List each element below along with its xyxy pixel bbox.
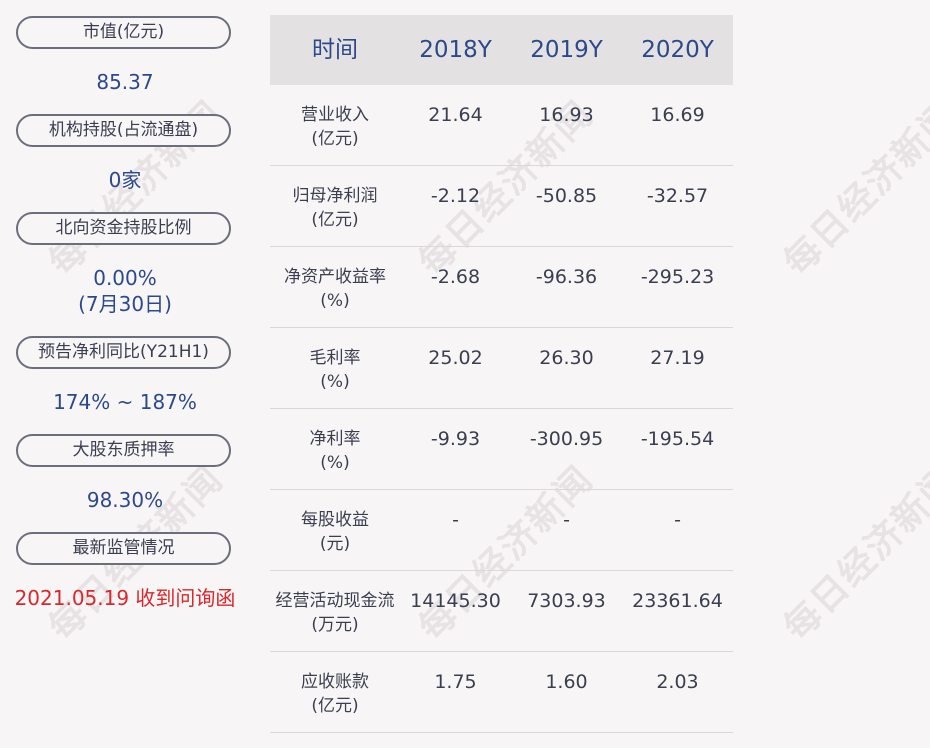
row-label: 应收账款 (亿元) bbox=[270, 670, 400, 718]
table-cell: 2.03 bbox=[656, 671, 699, 693]
header-year-2018: 2018Y bbox=[419, 37, 492, 63]
table-cell: -195.54 bbox=[640, 428, 715, 450]
metric-value-line: 98.30% bbox=[86, 488, 164, 512]
header-year-2019: 2019Y bbox=[530, 37, 603, 63]
table-row: 应收账款 (亿元) 1.75 1.60 2.03 bbox=[270, 652, 733, 733]
table-cell: -295.23 bbox=[640, 266, 715, 288]
table-cell: -2.68 bbox=[430, 266, 481, 288]
financial-table: 时间 2018Y 2019Y 2020Y 营业收入 (亿元) 21.64 16.… bbox=[270, 15, 733, 733]
row-label-name: 净资产收益率 bbox=[284, 267, 386, 287]
row-label-unit: (%) bbox=[320, 453, 350, 473]
table-cell: -2.12 bbox=[430, 185, 481, 207]
table-cell: 26.30 bbox=[539, 347, 594, 369]
row-label: 每股收益 (元) bbox=[270, 508, 400, 556]
profit-forecast-value: 174% ~ 187% bbox=[0, 389, 250, 415]
row-label: 归母净利润 (亿元) bbox=[270, 184, 400, 232]
pledge-ratio-label: 大股东质押率 bbox=[16, 434, 231, 467]
table-row: 每股收益 (元) - - - bbox=[270, 490, 733, 571]
metric-value-line: 174% ~ 187% bbox=[53, 390, 197, 414]
table-cell: -50.85 bbox=[535, 185, 598, 207]
regulatory-status-value: 2021.05.19 收到问询函 bbox=[0, 585, 250, 611]
table-cell: - bbox=[563, 509, 570, 531]
northbound-holding-label: 北向资金持股比例 bbox=[16, 212, 231, 245]
table-cell: - bbox=[674, 509, 681, 531]
metric-value-line: 0家 bbox=[108, 168, 142, 192]
row-label: 营业收入 (亿元) bbox=[270, 103, 400, 151]
row-label: 净资产收益率 (%) bbox=[270, 265, 400, 313]
table-cell: -300.95 bbox=[529, 428, 604, 450]
row-label-unit: (%) bbox=[320, 372, 350, 392]
regulatory-status-label: 最新监管情况 bbox=[16, 532, 231, 565]
table-header: 时间 2018Y 2019Y 2020Y bbox=[270, 15, 733, 85]
table-row: 归母净利润 (亿元) -2.12 -50.85 -32.57 bbox=[270, 166, 733, 247]
row-label-unit: (亿元) bbox=[311, 210, 359, 230]
profit-forecast-label: 预告净利同比(Y21H1) bbox=[16, 336, 231, 369]
metric-value-line: 2021.05.19 收到问询函 bbox=[14, 586, 236, 610]
institutional-holding-value: 0家 bbox=[0, 167, 250, 193]
table-cell: - bbox=[452, 509, 459, 531]
row-label-name: 应收账款 bbox=[301, 672, 369, 692]
metric-value-line: 0.00% bbox=[93, 266, 157, 290]
table-row: 营业收入 (亿元) 21.64 16.93 16.69 bbox=[270, 85, 733, 166]
watermark-text: 每日经济新闻 bbox=[776, 458, 930, 649]
table-row: 毛利率 (%) 25.02 26.30 27.19 bbox=[270, 328, 733, 409]
table-cell: -32.57 bbox=[646, 185, 709, 207]
row-label-name: 净利率 bbox=[309, 429, 361, 449]
table-cell: 25.02 bbox=[428, 347, 483, 369]
northbound-holding-value: 0.00% (7月30日) bbox=[0, 265, 250, 317]
header-time: 时间 bbox=[312, 37, 358, 63]
header-year-2020: 2020Y bbox=[641, 37, 714, 63]
table-row: 净利率 (%) -9.93 -300.95 -195.54 bbox=[270, 409, 733, 490]
table-cell: 21.64 bbox=[428, 104, 483, 126]
metrics-panel: 市值(亿元) 85.37 机构持股(占流通盘) 0家 北向资金持股比例 0.00… bbox=[0, 0, 250, 748]
table-row: 经营活动现金流 (万元) 14145.30 7303.93 23361.64 bbox=[270, 571, 733, 652]
table-cell: 7303.93 bbox=[527, 590, 606, 612]
row-label-unit: (元) bbox=[319, 534, 351, 554]
table-cell: 16.93 bbox=[539, 104, 594, 126]
row-label: 毛利率 (%) bbox=[270, 346, 400, 394]
table-cell: 23361.64 bbox=[632, 590, 723, 612]
row-label-unit: (亿元) bbox=[311, 696, 359, 716]
row-label-name: 归母净利润 bbox=[292, 186, 378, 206]
institutional-holding-label: 机构持股(占流通盘) bbox=[16, 114, 231, 147]
market-cap-label: 市值(亿元) bbox=[16, 16, 231, 49]
row-label-unit: (亿元) bbox=[311, 129, 359, 149]
table-cell: 1.60 bbox=[545, 671, 588, 693]
row-label: 净利率 (%) bbox=[270, 427, 400, 475]
table-cell: -96.36 bbox=[535, 266, 598, 288]
metric-value-line: (7月30日) bbox=[78, 292, 172, 316]
pledge-ratio-value: 98.30% bbox=[0, 487, 250, 513]
watermark-text: 每日经济新闻 bbox=[776, 93, 930, 284]
table-row: 净资产收益率 (%) -2.68 -96.36 -295.23 bbox=[270, 247, 733, 328]
market-cap-value: 85.37 bbox=[0, 69, 250, 95]
row-label-unit: (%) bbox=[320, 291, 350, 311]
table-cell: -9.93 bbox=[430, 428, 481, 450]
row-label-name: 经营活动现金流 bbox=[275, 591, 395, 611]
row-label-name: 毛利率 bbox=[309, 348, 361, 368]
row-label-name: 营业收入 bbox=[301, 105, 369, 125]
row-label-name: 每股收益 bbox=[301, 510, 369, 530]
metric-value-line: 85.37 bbox=[96, 70, 154, 94]
table-cell: 16.69 bbox=[650, 104, 705, 126]
row-label-unit: (万元) bbox=[311, 615, 359, 635]
table-cell: 1.75 bbox=[434, 671, 477, 693]
row-label: 经营活动现金流 (万元) bbox=[270, 589, 400, 637]
table-cell: 14145.30 bbox=[410, 590, 501, 612]
table-cell: 27.19 bbox=[650, 347, 705, 369]
